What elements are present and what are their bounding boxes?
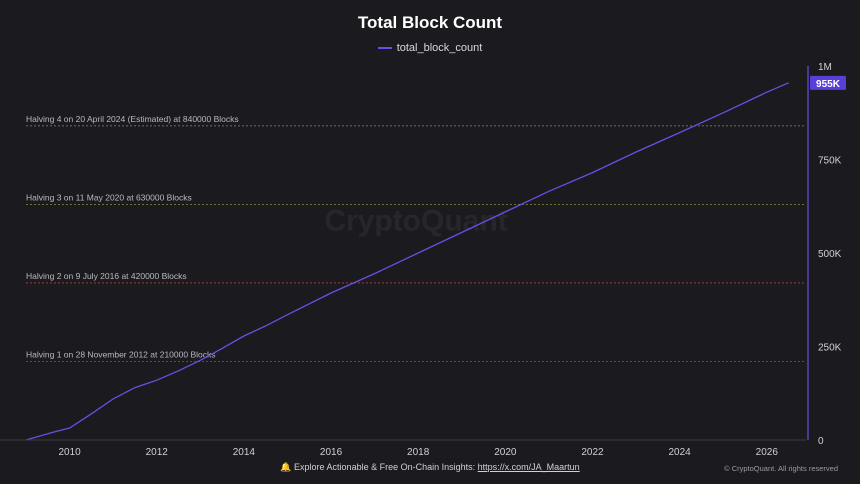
last-value-badge: [810, 75, 846, 90]
x-tick-label: 2018: [407, 447, 430, 458]
legend[interactable]: total_block_count: [0, 42, 860, 54]
last-value-label: 955K: [816, 79, 841, 90]
x-tick-label: 2012: [146, 447, 169, 458]
x-tick-label: 2010: [58, 447, 81, 458]
x-tick-label: 2022: [581, 447, 604, 458]
legend-swatch: [377, 47, 392, 50]
y-tick-label: 250K: [818, 343, 842, 354]
halving-3-label: Halving 3 on 11 May 2020 at 630000 Block…: [26, 192, 192, 202]
copyright: © CryptoQuant. All rights reserved: [724, 464, 838, 473]
footer: 🔔 Explore Actionable & Free On-Chain Ins…: [0, 462, 860, 473]
x-tick-label: 2016: [320, 447, 343, 458]
y-tick-label: 500K: [818, 249, 842, 260]
y-tick-label: 0: [818, 436, 824, 447]
series-line-total_block_count[interactable]: [25, 82, 789, 441]
x-tick-label: 2024: [669, 447, 692, 458]
bell-icon: 🔔: [280, 462, 292, 472]
x-tick-label: 2026: [756, 447, 779, 458]
halving-2-label: Halving 2 on 9 July 2016 at 420000 Block…: [26, 271, 187, 281]
footer-link[interactable]: https://x.com/JA_Maartun: [477, 462, 580, 472]
x-tick-label: 2014: [233, 447, 256, 458]
y-tick-label: 1M: [818, 62, 832, 73]
chart-title: Total Block Count: [357, 13, 503, 32]
legend-label-total-block-count: total_block_count: [396, 42, 483, 54]
halving-1-label: Halving 1 on 28 November 2012 at 210000 …: [26, 349, 215, 359]
x-tick-label: 2020: [494, 447, 517, 458]
footer-text: Explore Actionable & Free On-Chain Insig…: [294, 462, 478, 472]
y-tick-label: 750K: [818, 156, 842, 167]
watermark: CryptoQuant: [324, 205, 507, 238]
halving-4-label: Halving 4 on 20 April 2024 (Estimated) a…: [26, 114, 239, 124]
